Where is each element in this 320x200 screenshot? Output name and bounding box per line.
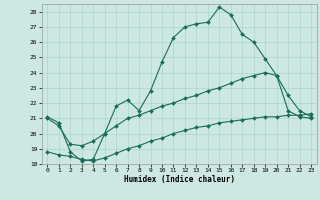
X-axis label: Humidex (Indice chaleur): Humidex (Indice chaleur)	[124, 175, 235, 184]
